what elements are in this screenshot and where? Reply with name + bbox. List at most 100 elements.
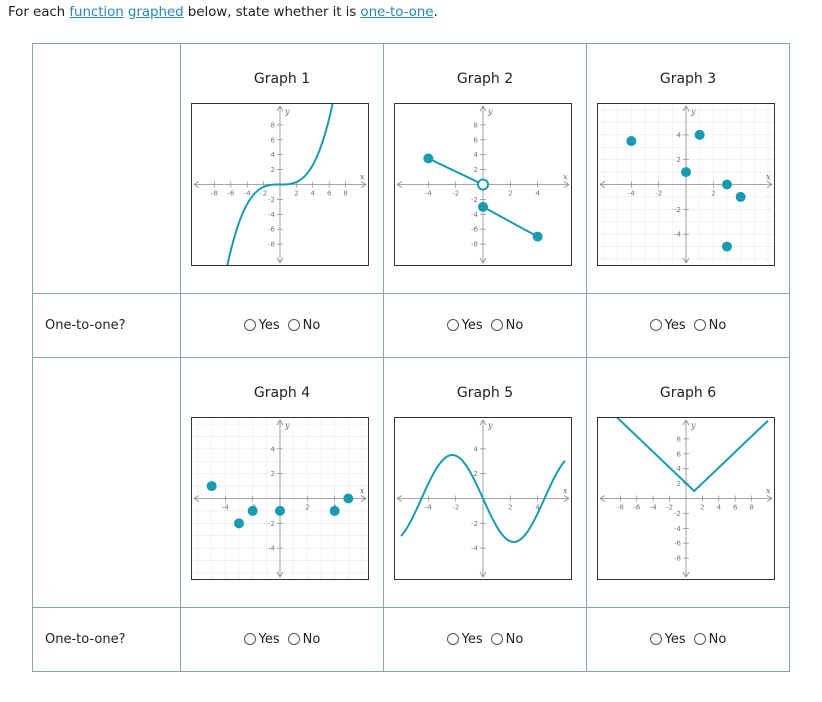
- y-tick-label: -4: [471, 211, 479, 219]
- x-arrow-icon: [396, 181, 403, 188]
- open-point: [477, 178, 489, 191]
- no-radio[interactable]: [490, 319, 503, 331]
- y-tick-label: 6: [677, 450, 682, 458]
- y-tick-label: -8: [268, 241, 275, 249]
- graph-plot: x y -8 -6 -4 -2 2 4 6 8 -8 -6 -4 -2 2 4 6 8: [597, 417, 775, 580]
- yes-radio[interactable]: [446, 633, 459, 645]
- data-point: [722, 241, 732, 252]
- graph-plot: x y -4 -2 2 4 -8 -6 -4 -2 2 4 6 8: [394, 103, 572, 266]
- y-tick-label: -4: [471, 545, 479, 553]
- y-tick-label: 2: [474, 470, 478, 478]
- x-tick-label: -2: [452, 190, 459, 198]
- function-segment: [427, 157, 484, 186]
- no-option[interactable]: No: [287, 318, 320, 333]
- graph-plot: x y -4 -2 2 -4 -2 2 4: [597, 103, 775, 266]
- yes-radio[interactable]: [446, 319, 459, 331]
- function-curve: [226, 104, 334, 265]
- data-point: [694, 129, 705, 140]
- one-to-one-link[interactable]: one-to-one: [360, 4, 434, 20]
- no-radio[interactable]: [490, 633, 503, 645]
- yes-option[interactable]: Yes: [649, 317, 686, 333]
- no-option[interactable]: No: [490, 318, 523, 333]
- no-option[interactable]: No: [287, 632, 320, 647]
- function-link[interactable]: function: [69, 4, 124, 20]
- graph-svg: x y -8 -6 -4 -2 2 4 6 8 -8 -6 -4 -2 2 4 6 8: [599, 418, 773, 578]
- no-radio[interactable]: [693, 319, 706, 331]
- data-point: [234, 518, 244, 529]
- y-arrow-icon: [682, 419, 690, 426]
- yes-radio[interactable]: [649, 633, 662, 645]
- x-tick-label: -6: [633, 504, 641, 512]
- no-radio[interactable]: [287, 633, 300, 645]
- yes-option[interactable]: Yes: [446, 317, 483, 333]
- prompt-middle: below, state whether it is: [183, 4, 361, 20]
- y-tick-label: 8: [677, 435, 681, 443]
- answer-cell-1: Yes No: [180, 293, 384, 358]
- y-arrow-icon: [276, 571, 284, 578]
- x-axis-label: x: [766, 487, 771, 496]
- yes-option[interactable]: Yes: [243, 632, 280, 647]
- y-axis-label: y: [284, 107, 290, 116]
- y-tick-label: 8: [474, 121, 478, 129]
- yes-radio[interactable]: [243, 633, 256, 645]
- x-tick-label: 2: [508, 190, 512, 198]
- no-label: No: [708, 317, 727, 333]
- no-radio[interactable]: [287, 319, 300, 331]
- y-tick-label: -6: [674, 540, 682, 548]
- x-tick-label: 8: [749, 504, 753, 512]
- y-tick-label: 2: [271, 470, 275, 478]
- graph-title: Graph 3: [659, 71, 717, 87]
- y-axis-label: y: [690, 421, 696, 430]
- y-arrow-icon: [682, 257, 690, 264]
- y-tick-label: 8: [271, 121, 275, 129]
- yes-option[interactable]: Yes: [243, 318, 280, 333]
- data-point: [343, 493, 354, 504]
- x-arrow-icon: [396, 495, 403, 502]
- yes-radio[interactable]: [649, 319, 662, 331]
- y-tick-label: -6: [268, 226, 276, 234]
- no-option[interactable]: No: [693, 317, 727, 333]
- yes-radio[interactable]: [243, 319, 256, 331]
- prompt-suffix: .: [433, 4, 438, 20]
- data-point: [329, 505, 340, 516]
- x-tick-label: -2: [655, 190, 662, 198]
- yes-option[interactable]: Yes: [446, 632, 483, 647]
- y-arrow-icon: [479, 105, 487, 112]
- yes-label: Yes: [461, 317, 483, 333]
- x-tick-label: -2: [452, 504, 459, 512]
- no-radio[interactable]: [693, 633, 706, 645]
- y-tick-label: -6: [471, 226, 479, 234]
- graph-cell-6: Graph 6 x y -8 -6 -4 -2 2 4 6 8 -8 -6 -4 -2 2 4 6 8: [586, 357, 790, 608]
- yes-label: Yes: [664, 317, 686, 333]
- answer-row-2: One-to-one? Yes No Yes No Yes No: [32, 607, 790, 672]
- answer-cell-3: Yes No: [586, 293, 790, 358]
- x-arrow-icon: [599, 495, 606, 502]
- graph-row-1: Graph 1 x y -8 -6 -4 -2 2 4 6 8 -8 -6 -4 -2 2 4 6 8 Graph…: [32, 43, 790, 294]
- graph-svg: x y -4 -2 2 4 -8 -6 -4 -2 2 4 6 8: [396, 105, 570, 264]
- yes-option[interactable]: Yes: [649, 632, 686, 647]
- data-point: [681, 167, 691, 178]
- x-tick-label: -4: [425, 504, 433, 512]
- y-tick-label: 2: [474, 166, 478, 174]
- no-option[interactable]: No: [490, 632, 523, 647]
- x-axis-label: x: [360, 487, 365, 496]
- data-point: [206, 481, 217, 492]
- radio-group: Yes No: [240, 318, 325, 333]
- x-tick-label: -6: [227, 190, 235, 198]
- data-point: [247, 505, 258, 516]
- y-tick-label: -4: [674, 525, 682, 533]
- graph-cell-3: Graph 3 x y -4 -2 2 -4 -2 2 4: [586, 43, 790, 294]
- y-arrow-icon: [682, 105, 690, 112]
- no-option[interactable]: No: [693, 632, 726, 647]
- y-arrow-icon: [479, 571, 487, 578]
- y-tick-label: -8: [674, 555, 681, 563]
- y-arrow-icon: [479, 257, 487, 264]
- x-arrow-icon: [563, 181, 570, 188]
- graphed-link[interactable]: graphed: [127, 4, 184, 20]
- data-point: [532, 231, 543, 242]
- y-axis-label: y: [487, 107, 493, 116]
- x-arrow-icon: [599, 181, 606, 188]
- y-axis-label: y: [284, 421, 290, 430]
- y-tick-label: 4: [677, 131, 682, 139]
- y-tick-label: 2: [271, 166, 275, 174]
